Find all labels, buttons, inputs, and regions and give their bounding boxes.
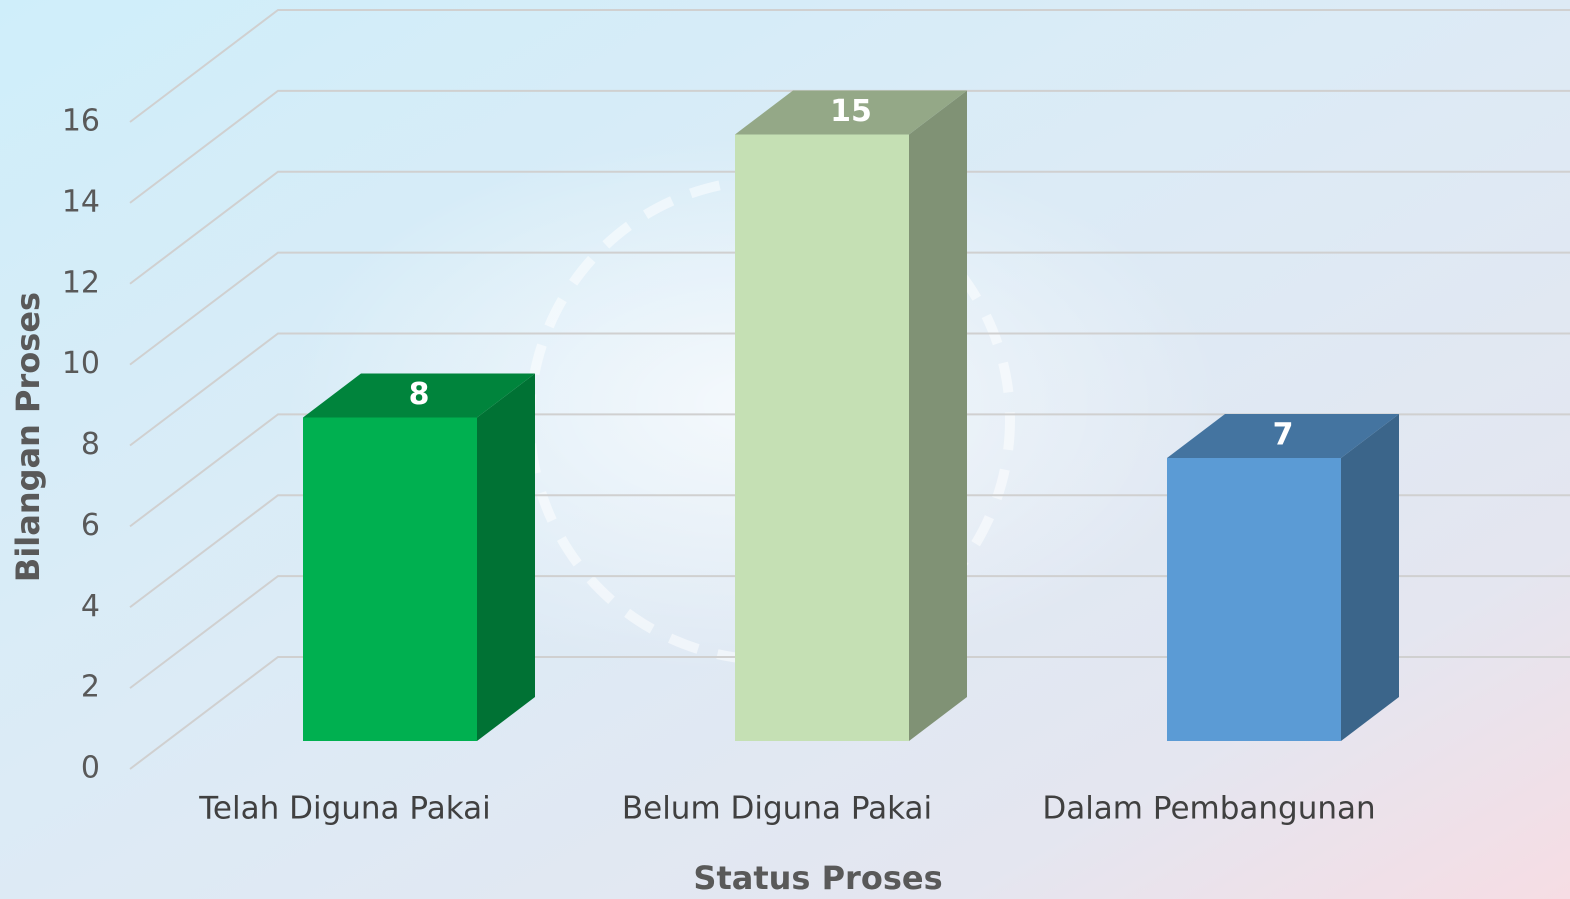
x-axis-title: Status Proses [693,859,942,897]
y-tick-label: 2 [81,670,100,705]
y-tick-label: 4 [81,589,100,624]
y-tick-label: 14 [62,184,100,219]
y-tick-label: 8 [81,427,100,462]
bar [303,374,535,742]
bar [735,90,967,741]
bar-side [477,374,535,742]
y-tick-label: 12 [62,265,100,300]
x-tick-label: Telah Diguna Pakai [198,791,490,827]
value-label: 15 [830,94,872,129]
bar-front [303,418,477,742]
bar-front [735,134,909,741]
bar [1167,414,1399,741]
y-tick-label: 0 [81,751,100,786]
x-tick-label: Belum Diguna Pakai [622,791,932,827]
y-tick-label: 10 [62,346,100,381]
bar-front [1167,458,1341,741]
y-axis-title: Bilangan Proses [9,292,47,582]
value-label: 8 [409,377,430,412]
bar-side [909,90,967,741]
chart: Status Proses Bilangan Proses 0 2 4 6 8 10 12 1… [0,0,1570,899]
value-label: 7 [1273,417,1294,452]
y-tick-label: 16 [62,104,100,139]
bar-side [1341,414,1399,741]
x-tick-label: Dalam Pembangunan [1042,791,1375,827]
y-tick-label: 6 [81,508,100,543]
